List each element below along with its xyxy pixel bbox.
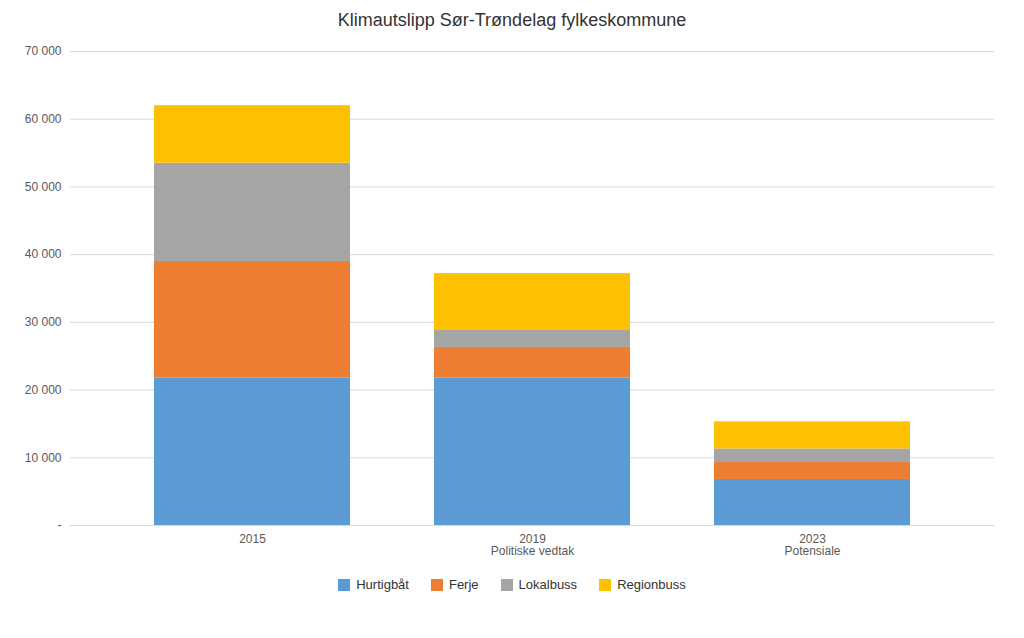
svg-text:10 000: 10 000 <box>25 451 62 465</box>
svg-text:60 000: 60 000 <box>25 112 62 126</box>
svg-text:40 000: 40 000 <box>25 247 62 261</box>
html-text:Regionbuss: Regionbuss <box>617 577 686 592</box>
html-text:Lokalbuss: Lokalbuss <box>518 577 578 592</box>
svg-text:30 000: 30 000 <box>25 315 62 329</box>
html-text:Hurtigbåt: Hurtigbåt <box>356 577 409 592</box>
svg-text:50 000: 50 000 <box>25 180 62 194</box>
svg-text:20 000: 20 000 <box>25 383 62 397</box>
svg-text:2015: 2015 <box>239 532 266 546</box>
svg-text:70 000: 70 000 <box>25 44 62 58</box>
html-text:Klimautslipp Sør-Trøndelag fyl: Klimautslipp Sør-Trøndelag fylkeskommune <box>337 10 687 30</box>
svg-text:-: - <box>58 518 62 532</box>
svg-text:2023Potensiale: 2023Potensiale <box>784 532 840 558</box>
svg-text:2019Politiske vedtak: 2019Politiske vedtak <box>491 532 575 558</box>
html-text:Ferje: Ferje <box>449 577 479 592</box>
